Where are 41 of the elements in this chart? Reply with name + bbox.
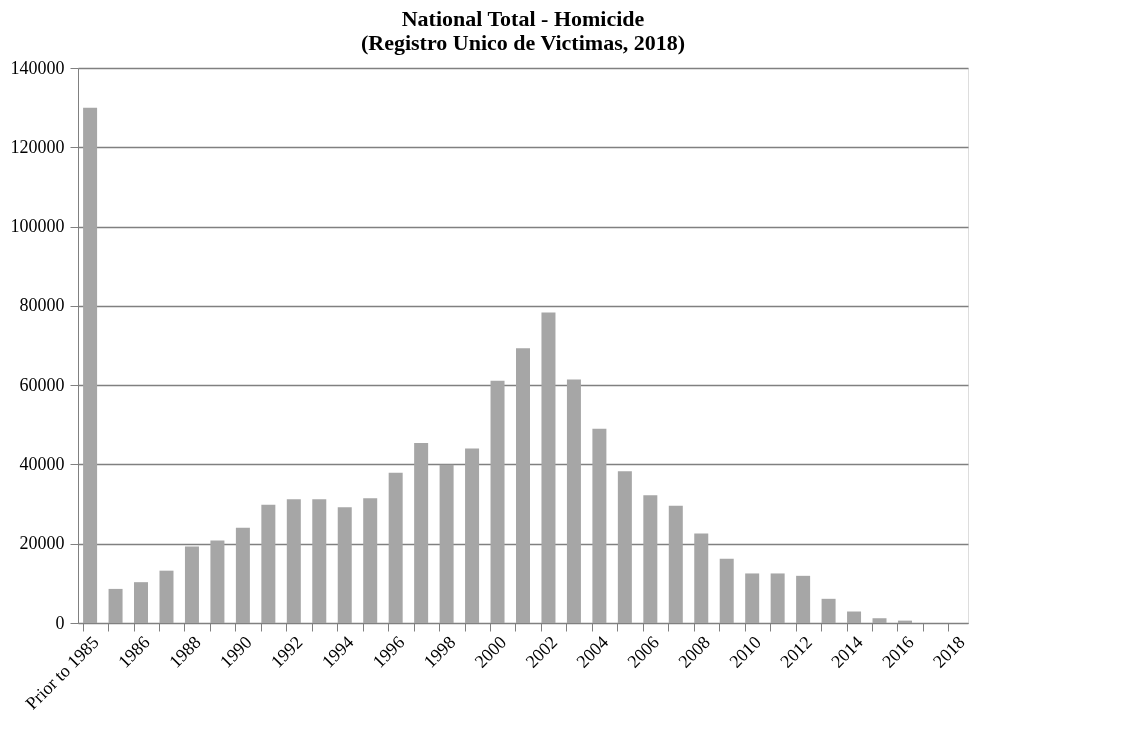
y-tick-label: 140000	[10, 57, 65, 78]
bar	[388, 472, 403, 623]
bar	[210, 540, 225, 623]
bar	[83, 107, 98, 623]
bar	[134, 582, 149, 623]
bar	[363, 498, 378, 623]
bar	[516, 348, 530, 623]
bar	[439, 464, 454, 623]
bar	[235, 527, 250, 623]
bar	[566, 379, 581, 623]
bar	[872, 618, 887, 623]
y-tick-label: 120000	[10, 136, 65, 157]
bar	[465, 448, 480, 623]
bar	[643, 495, 658, 623]
bar	[337, 507, 352, 623]
y-tick-label: 40000	[19, 453, 65, 474]
bar	[617, 471, 632, 623]
bar	[592, 428, 607, 623]
bar	[414, 443, 429, 623]
y-tick-label: 60000	[19, 374, 65, 395]
bar	[159, 570, 174, 623]
bar	[261, 504, 276, 623]
bar	[847, 611, 862, 623]
y-tick-label: 80000	[19, 295, 65, 316]
bar	[745, 573, 760, 623]
chart-title: National Total - Homicide (Registro Unico de Victimas, 2018)	[360, 6, 686, 55]
bar	[184, 546, 199, 623]
bar	[719, 558, 734, 623]
bar	[668, 505, 683, 623]
bar	[541, 312, 556, 623]
bar	[312, 499, 327, 623]
bar	[770, 573, 785, 623]
y-tick-label: 20000	[19, 533, 65, 554]
y-tick-label: 0	[55, 612, 65, 633]
bar	[286, 499, 301, 623]
bar	[490, 380, 505, 623]
bar	[796, 575, 811, 623]
bar	[694, 533, 709, 623]
y-tick-label: 100000	[10, 216, 65, 237]
bar	[821, 598, 836, 623]
bar	[108, 588, 123, 623]
